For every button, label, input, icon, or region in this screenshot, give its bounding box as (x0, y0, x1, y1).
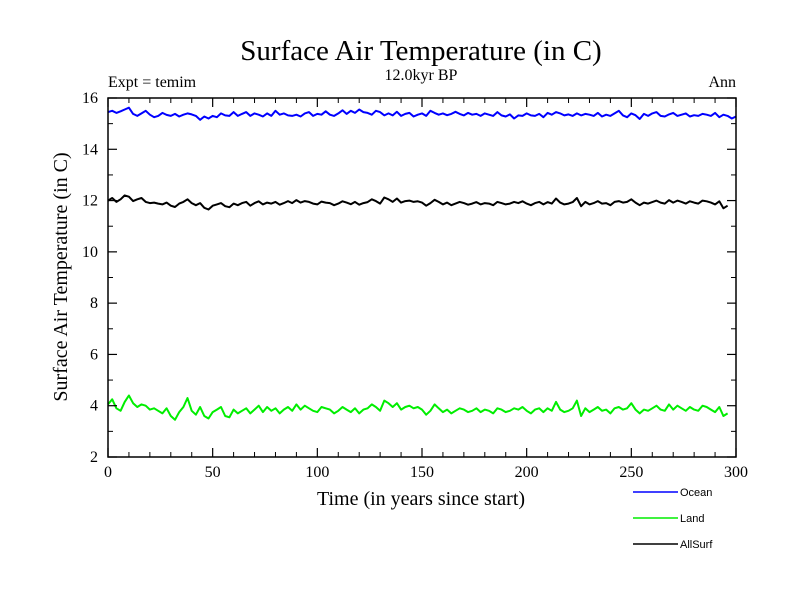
y-tick-label: 14 (82, 141, 98, 158)
series-line-ocean (107, 106, 737, 121)
legend-label-land: Land (680, 513, 704, 525)
x-axis-label: Time (in years since start) (317, 488, 525, 510)
series-line-allsurf (107, 194, 729, 211)
legend-label-ocean: Ocean (680, 487, 712, 499)
y-tick-label: 10 (82, 244, 98, 261)
x-tick-label: 150 (410, 464, 434, 481)
x-tick-label: 250 (619, 464, 643, 481)
series-line-land (107, 394, 729, 421)
x-tick-label: 300 (724, 464, 748, 481)
x-tick-label: 200 (515, 464, 539, 481)
experiment-label: Expt = temim (108, 74, 197, 91)
season-label: Ann (708, 74, 736, 91)
y-tick-label: 16 (82, 90, 98, 107)
plot-area (107, 106, 737, 421)
y-axis-label: Surface Air Temperature (in C) (50, 152, 72, 401)
legend: Ocean Land AllSurf (633, 487, 713, 551)
x-tick-label: 50 (205, 464, 221, 481)
plot-frame (107, 97, 737, 458)
y-tick-label: 4 (90, 398, 98, 415)
y-tick-label: 6 (90, 346, 98, 363)
legend-label-allsurf: AllSurf (680, 539, 713, 551)
y-tick-label: 12 (82, 193, 98, 210)
x-tick-label: 100 (305, 464, 329, 481)
y-tick-label: 8 (90, 295, 98, 312)
y-tick-label: 2 (90, 449, 98, 466)
chart-title: Surface Air Temperature (in C) (240, 35, 601, 67)
x-tick-label: 0 (104, 464, 112, 481)
chart-subtitle: 12.0kyr BP (385, 67, 458, 84)
axes: 0 50 100 150 200 250 300 2 4 6 8 10 12 14 16 (82, 90, 748, 481)
